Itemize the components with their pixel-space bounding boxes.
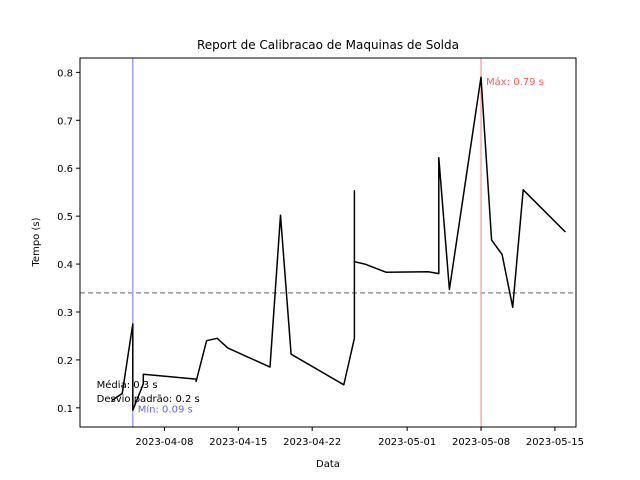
- y-tick-label: 0.3: [57, 308, 73, 319]
- y-tick-label: 0.8: [57, 68, 73, 79]
- y-tick-label: 0.4: [57, 260, 73, 271]
- stddev-annotation: Desvio padrão: 0.2 s: [97, 394, 200, 405]
- x-tick-label: 2023-04-22: [283, 437, 341, 448]
- y-tick-label: 0.2: [57, 356, 73, 367]
- x-tick-label: 2023-04-15: [209, 437, 267, 448]
- max-annotation: Máx: 0.79 s: [486, 76, 544, 88]
- chart-title: Report de Calibracao de Maquinas de Sold…: [197, 38, 459, 52]
- min-annotation: Mín: 0.09 s: [138, 404, 193, 416]
- plot-frame: [79, 57, 577, 428]
- series-line: [111, 76, 566, 411]
- x-tick-label: 2023-04-08: [135, 437, 193, 448]
- x-tick-label: 2023-05-01: [378, 437, 436, 448]
- y-axis-label: Tempo (s): [31, 217, 42, 267]
- y-tick-label: 0.6: [57, 164, 73, 175]
- x-tick-label: 2023-05-08: [452, 437, 510, 448]
- x-tick-label: 2023-05-15: [526, 437, 584, 448]
- y-tick-label: 0.5: [57, 212, 73, 223]
- plot-area: 2023-04-08 2023-04-15 2023-04-22 2023-05-01…: [57, 57, 584, 448]
- y-tick-label: 0.1: [57, 404, 73, 415]
- x-axis-label: Data: [316, 459, 340, 470]
- y-tick-label: 0.7: [57, 116, 73, 127]
- mean-annotation: Média: 0.3 s: [97, 379, 158, 391]
